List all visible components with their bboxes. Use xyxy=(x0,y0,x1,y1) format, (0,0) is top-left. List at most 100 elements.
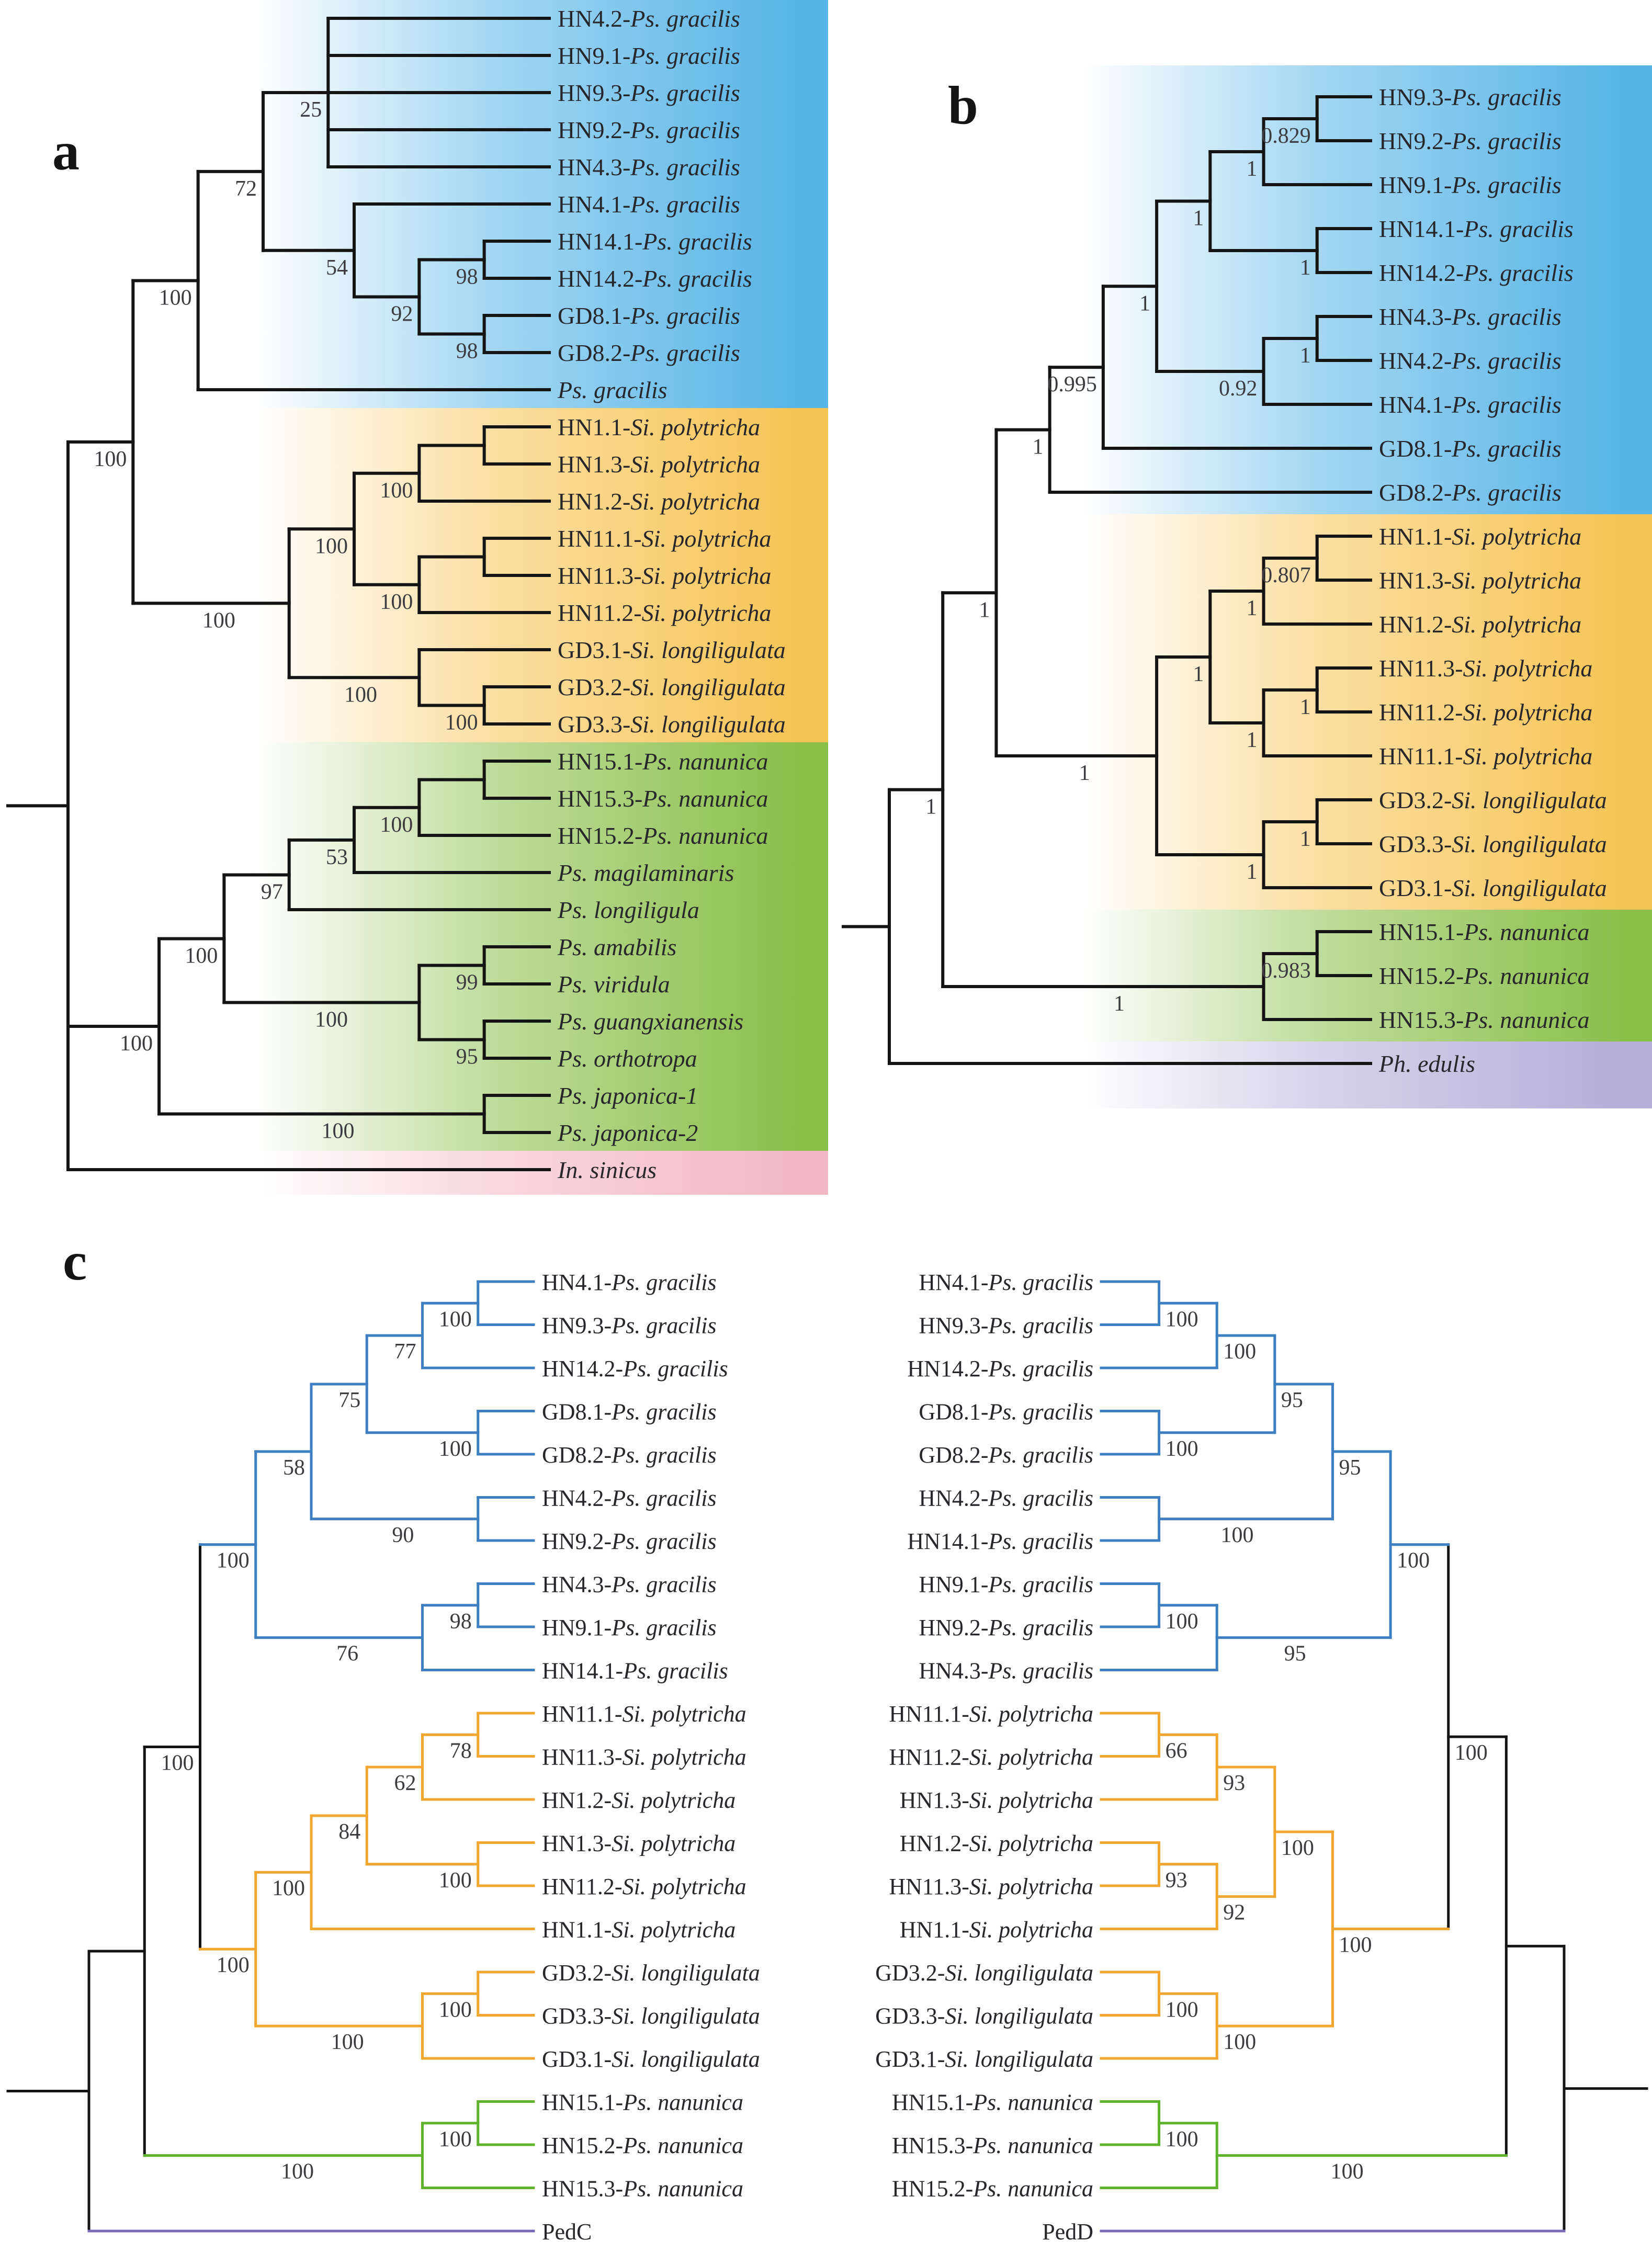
leaf-label: HN14.1-Ps. gracilis xyxy=(558,228,752,255)
leaf-label: HN14.2-Ps. gracilis xyxy=(907,1356,1093,1382)
support-value: 72 xyxy=(235,177,257,201)
leaf-label: GD3.3-Si. longiligulata xyxy=(875,2003,1093,2029)
sample-code: HN11.3- xyxy=(542,1745,623,1770)
sample-code: GD3.1- xyxy=(542,2046,612,2072)
sample-code: GD3.2- xyxy=(1379,787,1452,813)
sample-code: GD8.1- xyxy=(542,1399,612,1425)
leaf-label: HN9.2-Ps. gracilis xyxy=(919,1615,1093,1640)
support-value: 100 xyxy=(1281,1836,1314,1860)
leaf-label: HN14.2-Ps. gracilis xyxy=(1379,259,1574,286)
support-value: 25 xyxy=(300,98,322,122)
support-value: 92 xyxy=(1223,1901,1245,1925)
leaf-label: GD3.2-Si. longiligulata xyxy=(875,1960,1093,1986)
leaf-label: HN11.3-Si. polytricha xyxy=(1379,655,1592,682)
sample-code: GD3.1- xyxy=(558,637,630,663)
support-value: 100 xyxy=(1339,1933,1372,1957)
leaf-label: HN11.1-Si. polytricha xyxy=(1379,743,1592,769)
support-value: 1 xyxy=(1193,207,1204,231)
species-name: In. sinicus xyxy=(557,1157,657,1183)
species-name: Ps. japonica-1 xyxy=(557,1082,698,1109)
leaf-label: HN15.2-Ps. nanunica xyxy=(1379,963,1589,989)
leaf-label: GD8.1-Ps. gracilis xyxy=(1379,435,1562,462)
support-value: 1 xyxy=(1033,435,1044,459)
leaf-label: GD3.2-Si. longiligulata xyxy=(558,674,786,700)
leaf-label: HN4.2-Ps. gracilis xyxy=(919,1486,1093,1511)
support-value: 1 xyxy=(1300,695,1311,719)
species-name: Ps. gracilis xyxy=(1451,128,1562,154)
leaf-label: GD3.3-Si. longiligulata xyxy=(1379,831,1607,857)
species-name: Ps. nanunica xyxy=(623,2090,743,2115)
support-value: 100 xyxy=(202,608,235,632)
sample-code: GD8.2- xyxy=(1379,479,1452,506)
support-value: 100 xyxy=(1397,1549,1430,1573)
support-value: 100 xyxy=(217,1953,250,1977)
sample-code: GD8.2- xyxy=(919,1442,988,1468)
species-name: Ps. gracilis xyxy=(642,265,752,292)
sample-code: HN11.3- xyxy=(1379,655,1463,682)
leaf-label: HN15.2-Ps. nanunica xyxy=(558,822,768,849)
sample-code: HN11.3- xyxy=(889,1874,969,1899)
species-name: Ps. gracilis xyxy=(1463,216,1574,242)
support-value: 100 xyxy=(1166,1307,1198,1331)
species-name: Ps. viridula xyxy=(557,971,670,998)
species-name: Ps. gracilis xyxy=(1463,259,1574,286)
species-name: Ps. magilaminaris xyxy=(557,859,734,886)
sample-code: HN11.1- xyxy=(889,1701,969,1727)
species-name: Ps. gracilis xyxy=(611,1615,716,1640)
species-name: Ps. gracilis xyxy=(630,302,740,329)
leaf-label: HN1.3-Si. polytricha xyxy=(542,1831,736,1856)
leaf-label: HN9.3-Ps. gracilis xyxy=(1379,84,1562,110)
species-name: Si. polytricha xyxy=(623,1745,746,1770)
sample-code: HN14.1- xyxy=(1379,216,1464,242)
sample-code: GD3.2- xyxy=(542,1960,612,1986)
support-value: 78 xyxy=(450,1739,472,1763)
support-value: 99 xyxy=(456,971,478,995)
sample-code: HN11.3- xyxy=(558,562,642,589)
species-name: Ps. gracilis xyxy=(988,1658,1093,1684)
species-name: Si. polytricha xyxy=(1452,567,1581,594)
leaf-label: HN4.3-Ps. gracilis xyxy=(919,1658,1093,1684)
sample-code: GD8.2- xyxy=(542,1442,612,1468)
leaf-label: HN11.1-Si. polytricha xyxy=(542,1701,746,1727)
leaf-label: HN9.2-Ps. gracilis xyxy=(1379,128,1562,154)
support-value: 100 xyxy=(1166,1998,1198,2022)
species-name: Si. longiligulata xyxy=(630,711,785,738)
support-value: 100 xyxy=(217,1549,250,1573)
species-name: Si. longiligulata xyxy=(612,1960,760,1986)
support-value: 93 xyxy=(1223,1771,1245,1795)
sample-code: HN15.2- xyxy=(892,2176,973,2202)
sample-code: GD3.2- xyxy=(875,1960,945,1986)
species-name: Ps. gracilis xyxy=(988,1528,1093,1554)
support-value: 1 xyxy=(1247,860,1258,884)
leaf-label: HN11.2-Si. polytricha xyxy=(558,599,771,626)
support-value: 1 xyxy=(1193,662,1204,686)
leaf-label: PedC xyxy=(542,2219,592,2242)
leaf-label: HN1.3-Si. polytricha xyxy=(558,451,760,478)
support-value: 77 xyxy=(394,1340,416,1364)
leaf-label: Ps. orthotropa xyxy=(557,1045,697,1072)
species-name: Ps. nanunica xyxy=(642,785,768,812)
species-name: Ps. nanunica xyxy=(1463,919,1589,945)
species-name: Ps. gracilis xyxy=(988,1486,1093,1511)
sample-code: PedD xyxy=(1042,2219,1093,2242)
leaf-label: HN4.2-Ps. gracilis xyxy=(1379,347,1562,374)
support-value: 100 xyxy=(331,2030,364,2054)
support-value: 95 xyxy=(1281,1388,1303,1412)
species-name: Si. longiligulata xyxy=(1452,831,1606,857)
species-name: Ps. gracilis xyxy=(1451,435,1562,462)
species-name: Ps. gracilis xyxy=(611,1486,716,1511)
support-value: 75 xyxy=(338,1388,360,1412)
sample-code: HN4.2- xyxy=(919,1486,988,1511)
support-value: 1 xyxy=(979,598,990,622)
species-name: Ps. gracilis xyxy=(630,117,740,143)
support-value: 100 xyxy=(1331,2160,1364,2184)
leaf-label: Ps. longiligula xyxy=(557,897,699,923)
support-value: 53 xyxy=(326,845,348,869)
species-name: Si. longiligulata xyxy=(945,2046,1093,2072)
clade-band-pink_band xyxy=(254,1151,828,1195)
sample-code: GD3.1- xyxy=(875,2046,945,2072)
leaf-label: HN9.2-Ps. gracilis xyxy=(558,117,740,143)
